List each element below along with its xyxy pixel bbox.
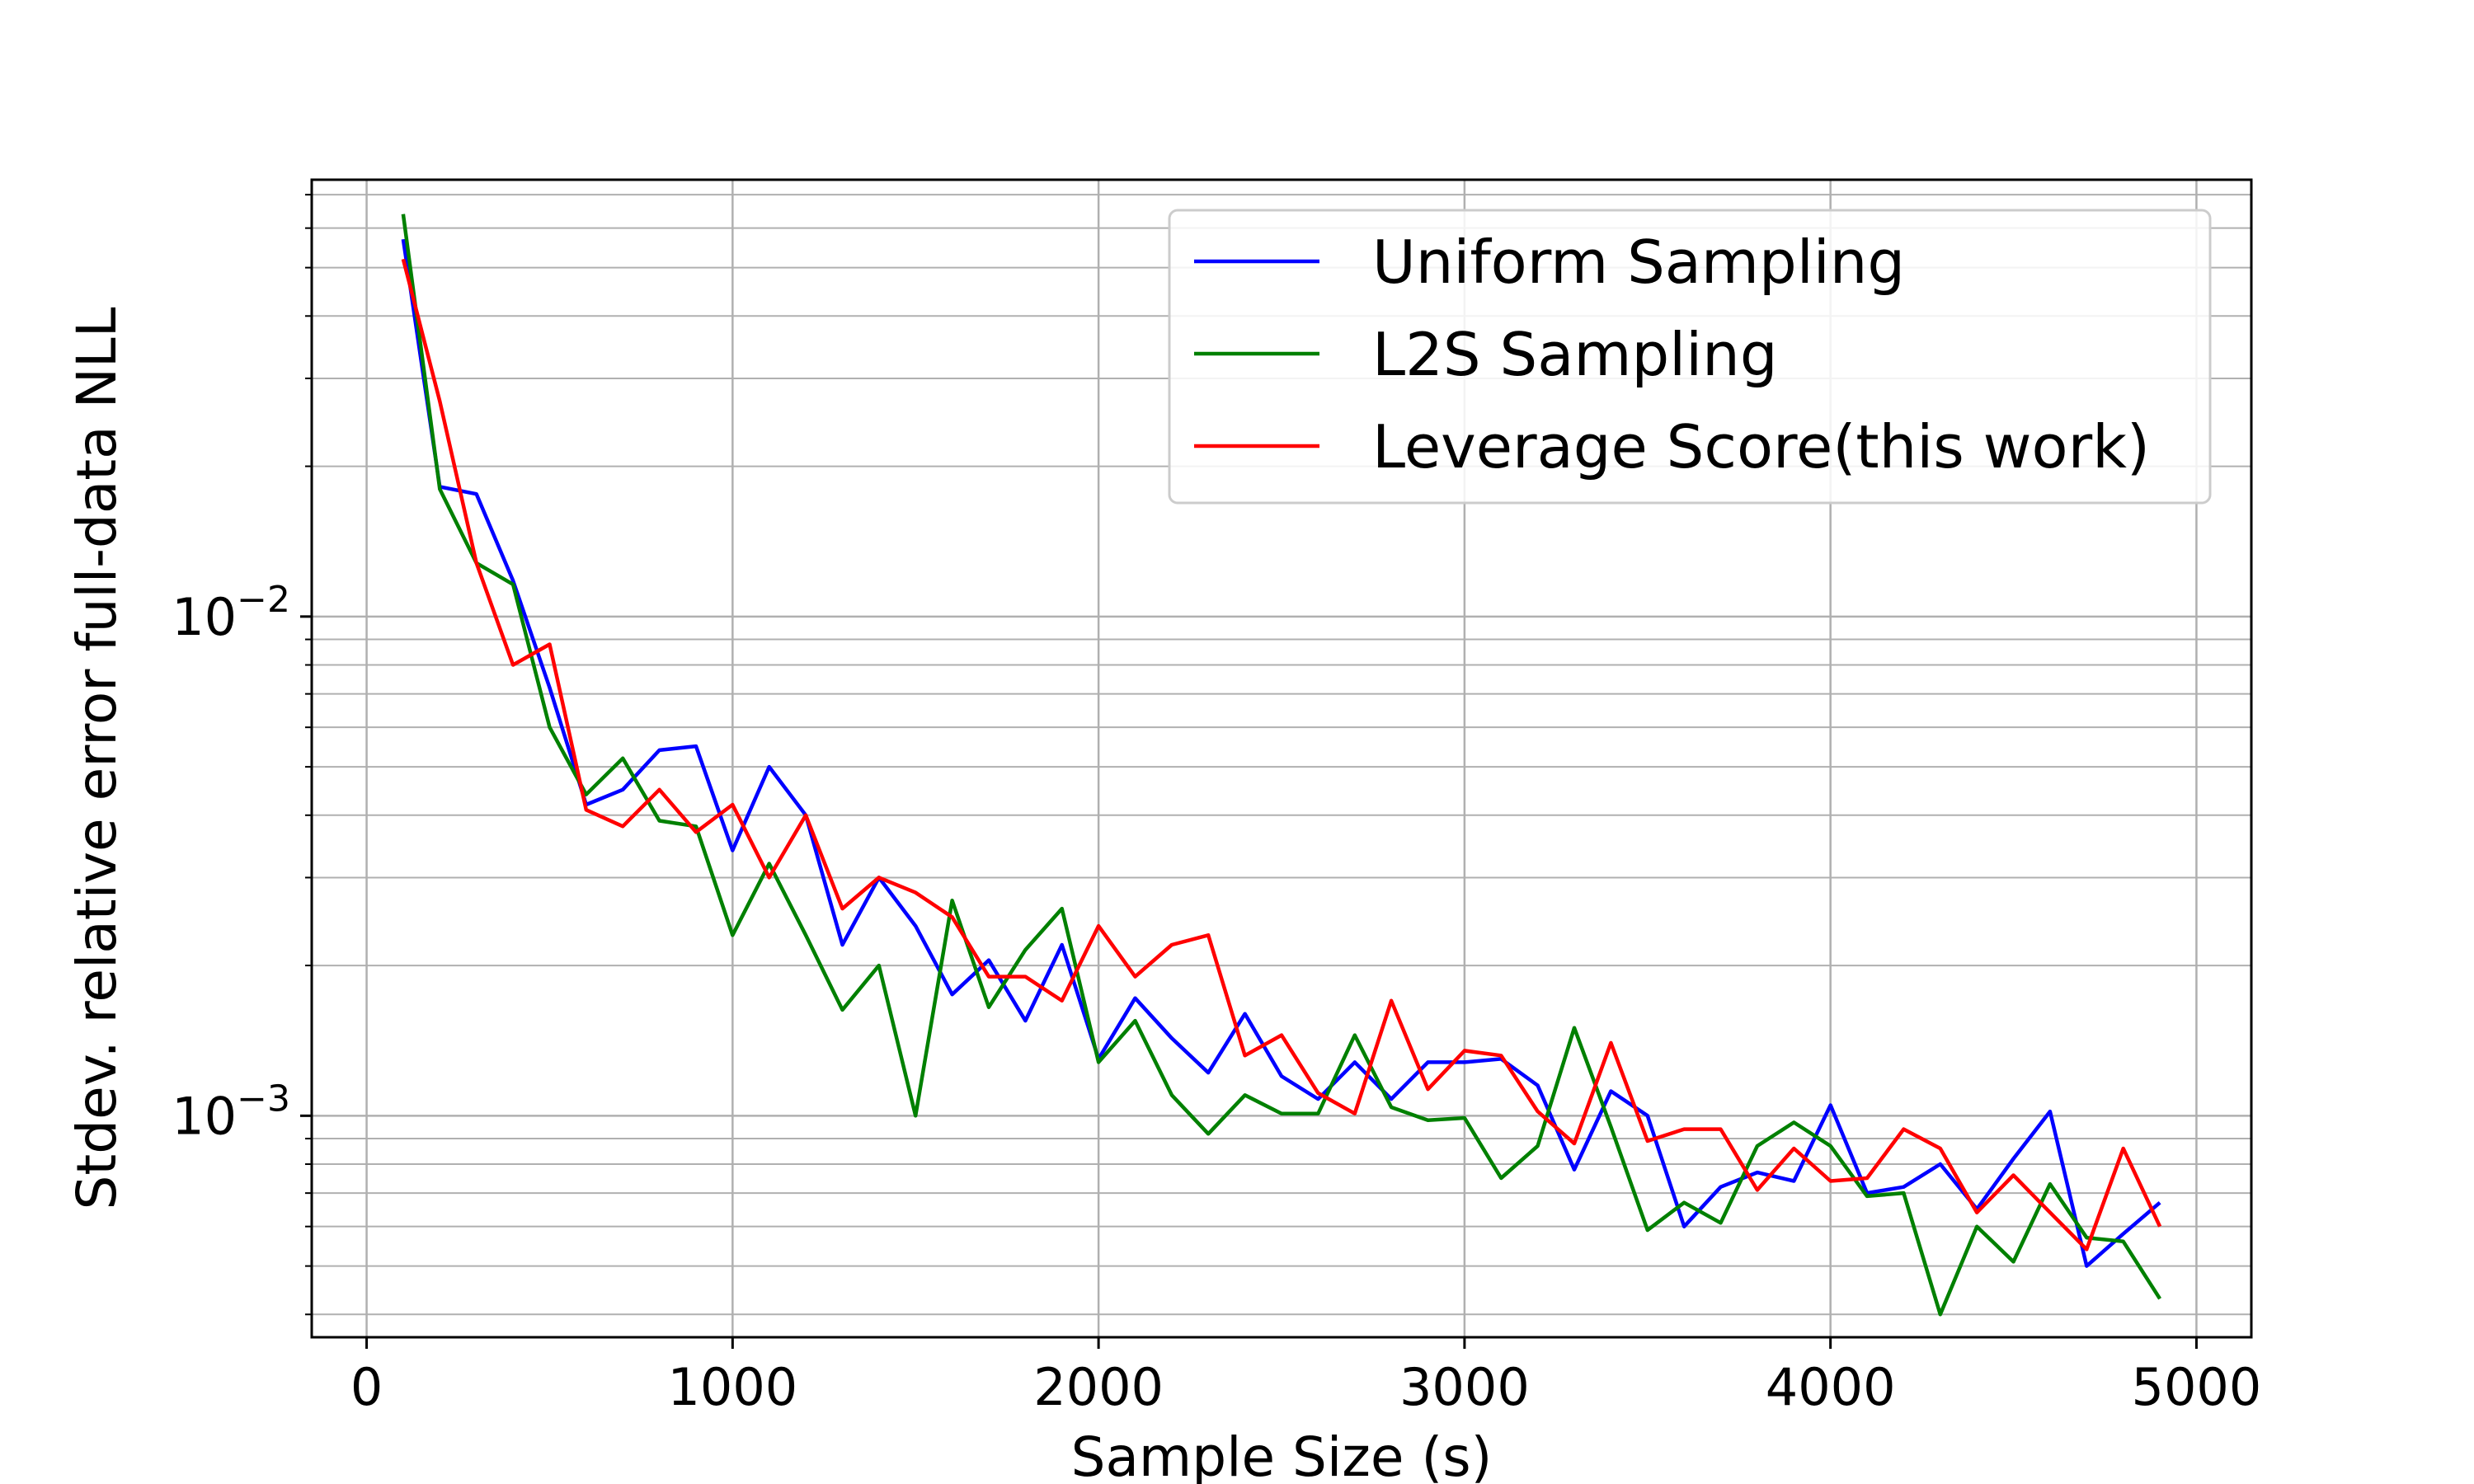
- y-tick-label: 10−3: [172, 1078, 290, 1146]
- legend: Uniform Sampling L2S Sampling Leverage Sco…: [1168, 209, 2212, 505]
- legend-label: Leverage Score(this work): [1372, 412, 2150, 481]
- series-line-3: [401, 258, 2162, 1252]
- series-line-2: [401, 214, 2161, 1317]
- x-tick-label: 4000: [1766, 1357, 1896, 1417]
- plot-frame: [310, 178, 2253, 1339]
- x-tick-label: 1000: [667, 1357, 797, 1417]
- x-axis-label: Sample Size (s): [1071, 1425, 1493, 1484]
- x-axis: 0 1000 2000 3000 4000 5000: [350, 1337, 2261, 1417]
- x-tick-label: 3000: [1399, 1357, 1530, 1417]
- plot-series: [401, 214, 2162, 1317]
- y-axis: 10−3 10−2: [172, 194, 312, 1316]
- legend-frame: [1168, 209, 2212, 505]
- x-tick-label: 0: [350, 1357, 383, 1417]
- legend-label: Uniform Sampling: [1372, 228, 1905, 297]
- legend-label: L2S Sampling: [1372, 320, 1778, 389]
- y-axis-label: Stdev. relative error full-data NLL: [65, 307, 129, 1209]
- x-tick-label: 5000: [2132, 1357, 2262, 1417]
- x-tick-label: 2000: [1033, 1357, 1164, 1417]
- y-tick-label: 10−2: [172, 579, 290, 647]
